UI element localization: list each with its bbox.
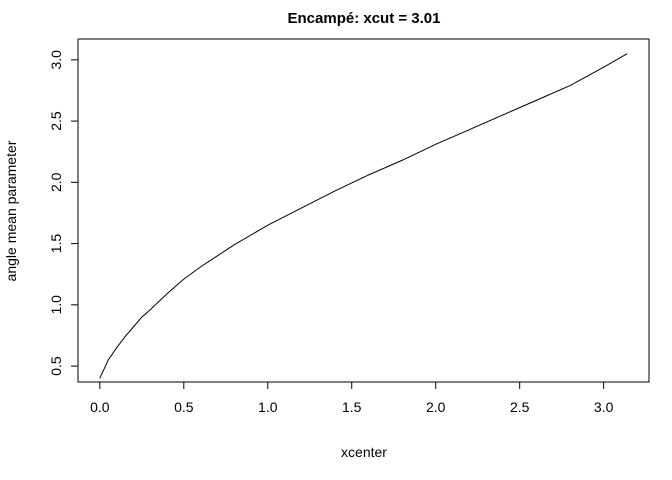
x-tick-label: 0.0 [90,399,110,415]
x-tick-label: 2.5 [510,399,530,415]
y-tick-label: 2.5 [48,111,64,131]
plot-frame [77,38,650,383]
x-tick-label: 3.0 [594,399,614,415]
series-group [99,53,628,379]
y-axis-label: angle mean parameter [3,140,19,281]
y-tick-label: 3.0 [48,50,64,70]
x-axis: 0.0 0.5 1.0 1.5 2.0 2.5 3.0 [90,381,614,415]
chart-title: Encampé: xcut = 3.01 [288,10,441,27]
y-tick-label: 0.5 [48,356,64,376]
x-tick-label: 2.0 [426,399,446,415]
y-tick-label: 2.0 [48,172,64,192]
y-tick-label: 1.5 [48,234,64,254]
y-axis: 0.5 1.0 1.5 2.0 2.5 3.0 [48,50,79,376]
x-axis-label: xcenter [341,444,387,460]
x-tick-label: 0.5 [174,399,194,415]
x-tick-label: 1.5 [342,399,362,415]
series-line-0 [99,53,628,379]
y-tick-label: 1.0 [48,295,64,315]
x-tick-label: 1.0 [258,399,278,415]
